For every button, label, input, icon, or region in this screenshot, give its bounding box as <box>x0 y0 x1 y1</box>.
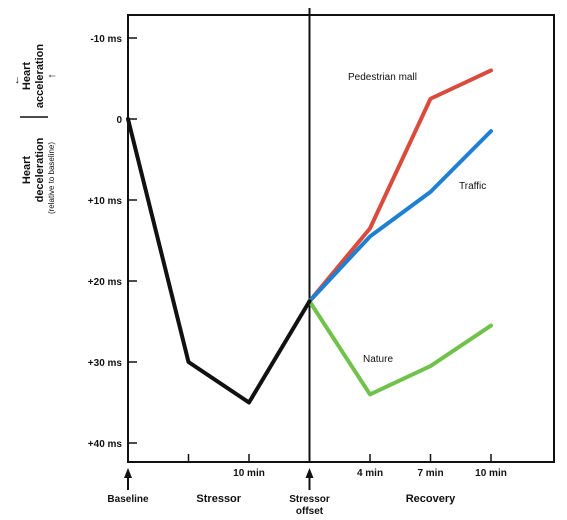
plot-frame <box>127 14 555 463</box>
series-label-traffic: Traffic <box>459 181 486 192</box>
series-line-nature <box>307 299 493 397</box>
y-label-note: (relative to baseline) <box>47 142 56 214</box>
y-tick-label: -10 ms <box>90 34 122 45</box>
y-tick-label: 0 <box>116 115 122 126</box>
series-line-pedestrian-mall <box>307 68 493 304</box>
series-label-pedestrian-mall: Pedestrian mall <box>348 72 417 83</box>
y-tick-label: +30 ms <box>88 358 123 369</box>
y-tick-label: +20 ms <box>88 277 123 288</box>
x-section-label: Stressor <box>196 493 241 505</box>
y-axis-label: Heart acceleration ↑Heart deceleration (rela… <box>10 44 58 214</box>
x-marker-label: Stressor <box>289 494 330 505</box>
x-tick-label: 10 min <box>475 468 507 479</box>
x-marker-label: Baseline <box>107 494 149 505</box>
y-label-heart-dec-2: deceleration <box>34 137 46 202</box>
x-marker-arrow-head <box>124 468 132 478</box>
y-tick-label: +40 ms <box>88 439 123 450</box>
series-line-baseline-stressor <box>126 117 312 405</box>
x-section-label: Recovery <box>406 493 456 505</box>
x-tick-label: 4 min <box>357 468 383 479</box>
y-label-up-arrow: ↑ <box>46 73 58 79</box>
y-tick-label: +10 ms <box>88 196 123 207</box>
series-label-nature: Nature <box>363 354 393 365</box>
y-label-left-arrow: ← <box>10 75 22 86</box>
series-line-traffic <box>307 129 493 304</box>
x-marker-arrow-head <box>305 468 314 478</box>
y-label-heart-acc-2: acceleration <box>34 44 46 108</box>
y-label-heart-acc-1: Heart <box>21 62 33 90</box>
x-tick-label: 7 min <box>417 468 443 479</box>
x-tick-label: 10 min <box>233 468 265 479</box>
x-marker-label: offset <box>296 506 324 517</box>
y-label-heart-dec-1: Heart <box>21 156 33 184</box>
